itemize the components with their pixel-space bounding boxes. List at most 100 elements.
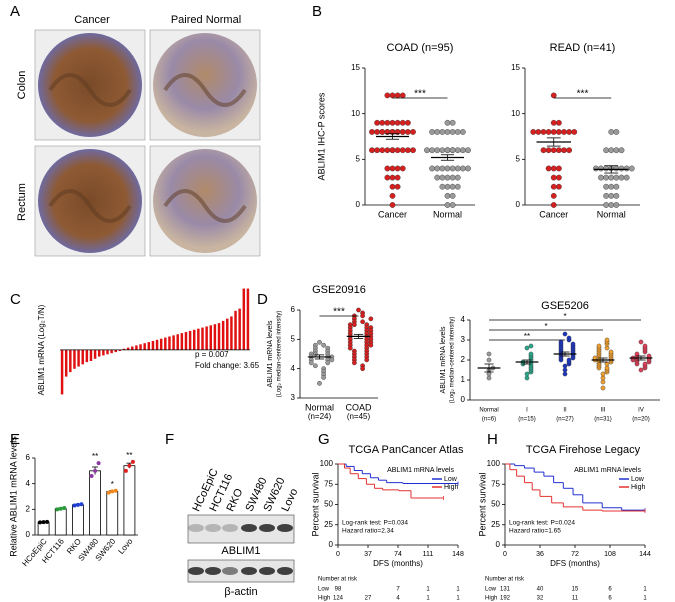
data-point: [598, 165, 604, 172]
data-point: [454, 165, 461, 172]
risk-count: 15: [572, 587, 579, 593]
significance: *: [563, 312, 566, 321]
data-point: [434, 165, 441, 172]
bar: [89, 470, 101, 536]
band: [205, 567, 221, 575]
data-point: [369, 147, 375, 154]
data-point: [389, 174, 396, 181]
chart-title: READ (n=41): [550, 42, 616, 54]
data-point: [394, 147, 401, 154]
row-label: Colon: [16, 71, 28, 100]
risk-count: 4: [396, 596, 400, 602]
data-point: [384, 165, 391, 172]
panel-label: H: [487, 431, 498, 448]
x-tick-label: II: [563, 408, 567, 414]
data-point: [598, 174, 604, 181]
bar: [89, 349, 93, 361]
y-tick-label: 2: [26, 504, 31, 513]
band: [259, 567, 275, 575]
data-point: [465, 165, 471, 172]
data-point: [394, 165, 401, 172]
data-point: [608, 349, 614, 355]
data-point: [566, 335, 572, 341]
band: [205, 524, 221, 532]
data-point: [459, 129, 466, 135]
bar: [209, 325, 212, 350]
bar: [159, 338, 163, 350]
significance: **: [524, 332, 530, 341]
bar: [69, 349, 72, 373]
data-point: [429, 129, 436, 135]
data-point: [449, 119, 456, 126]
significance: **: [126, 451, 132, 460]
x-tick-label: 0: [503, 551, 507, 558]
x-tick-label: Lovo: [117, 536, 135, 555]
data-point: [399, 119, 406, 126]
significance: *: [111, 480, 114, 489]
bar: [72, 504, 84, 536]
panel-label: D: [257, 291, 268, 308]
data-point: [352, 360, 357, 366]
y-tick-label: 0: [496, 540, 501, 549]
data-point: [566, 357, 572, 363]
data-point: [528, 351, 534, 357]
data-point: [399, 129, 406, 135]
risk-count: 192: [500, 596, 511, 602]
bar: [221, 320, 225, 350]
column-header: Paired Normal: [171, 14, 241, 26]
risk-row-label: High: [485, 596, 497, 602]
data-point: [465, 147, 471, 154]
data-point: [603, 183, 610, 190]
x-tick-note: (n=31): [594, 417, 612, 423]
x-tick-label: 37: [364, 551, 372, 558]
data-point: [540, 147, 547, 154]
data-point: [439, 165, 446, 172]
data-point: [604, 361, 610, 367]
x-tick-label: 111: [423, 551, 434, 558]
y-axis-label: Percent survival: [477, 472, 487, 536]
data-point: [524, 371, 530, 377]
data-point: [444, 183, 451, 190]
risk-count: 27: [365, 596, 372, 602]
risk-count: 1: [426, 596, 430, 602]
risk-count: 98: [335, 587, 342, 593]
data-point: [623, 174, 630, 181]
data-point: [449, 183, 456, 190]
data-point: [449, 192, 456, 199]
x-tick-label: III: [600, 408, 605, 414]
annotation: Log-rank test: P=0.024: [509, 520, 575, 527]
data-point: [561, 129, 567, 135]
bar: [155, 339, 159, 350]
data-point: [550, 183, 557, 190]
data-point: [562, 367, 568, 373]
y-tick-label: 0: [26, 530, 31, 539]
data-point: [368, 316, 374, 322]
risk-count: 1: [643, 587, 647, 593]
data-point: [486, 351, 492, 357]
x-axis-label: DFS (months): [373, 559, 423, 568]
data-point: [384, 92, 391, 99]
data-point: [360, 319, 365, 325]
x-tick-label: 144: [639, 551, 651, 558]
data-point: [379, 147, 386, 154]
data-point: [317, 380, 322, 386]
data-point: [321, 342, 326, 348]
data-point: [600, 385, 606, 391]
risk-count: 6: [608, 596, 612, 602]
bar: [193, 329, 196, 350]
data-point: [79, 502, 84, 507]
y-axis-label: (Log₂ median-centered intensity): [277, 311, 283, 398]
significance: **: [92, 452, 98, 461]
bar: [226, 318, 229, 350]
data-point: [317, 339, 322, 345]
data-point: [562, 363, 568, 369]
data-point: [545, 165, 552, 172]
data-point: [444, 147, 451, 154]
y-tick-label: 25: [491, 520, 500, 529]
y-tick-label: 100: [320, 459, 334, 468]
data-point: [570, 341, 576, 347]
tissue-texture: [163, 189, 247, 223]
y-axis-label: ABLIM1 mRNA levels: [267, 320, 274, 387]
bar: [238, 308, 241, 350]
data-point: [360, 366, 365, 372]
